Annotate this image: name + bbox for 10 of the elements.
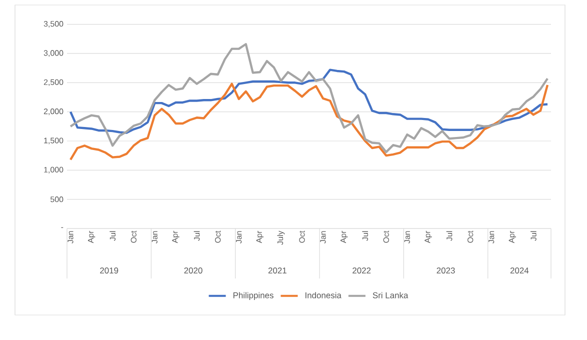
text: 2020 <box>184 268 202 274</box>
text: 2019 <box>100 268 118 274</box>
text: 2022 <box>352 268 371 274</box>
legend-label: Sri Lanka <box>372 292 408 298</box>
text: 2023 <box>436 268 455 274</box>
legend-label: Indonesia <box>306 292 342 298</box>
legend-label: Philippines <box>233 292 274 300</box>
text: 2021 <box>268 268 286 274</box>
text: 2024 <box>510 268 529 274</box>
line-series <box>69 43 549 154</box>
